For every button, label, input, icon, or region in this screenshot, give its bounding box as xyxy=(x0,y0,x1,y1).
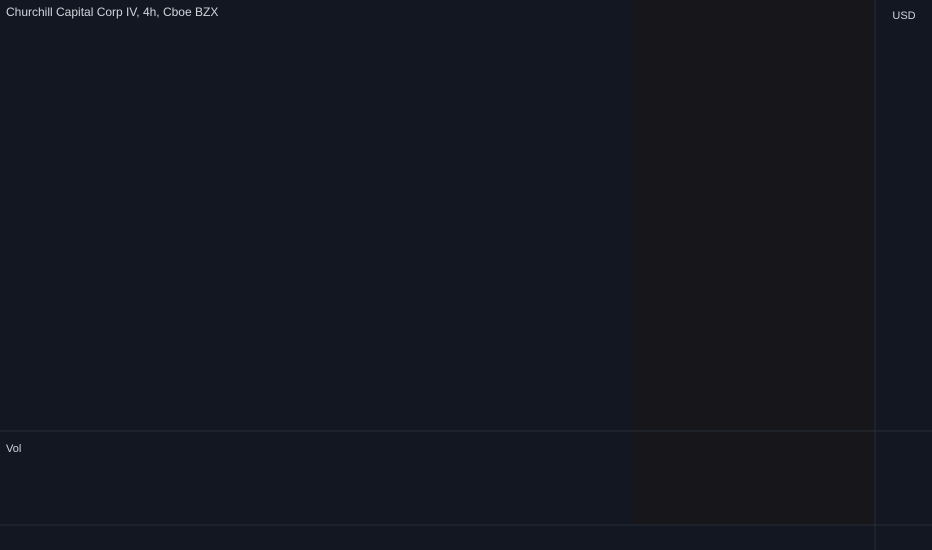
volume-label: Vol xyxy=(6,443,21,455)
currency: USD xyxy=(892,10,915,22)
future-area xyxy=(632,0,875,525)
currency-box xyxy=(891,7,917,24)
chart-title: Churchill Capital Corp IV, 4h, Cboe BZX xyxy=(6,5,218,19)
